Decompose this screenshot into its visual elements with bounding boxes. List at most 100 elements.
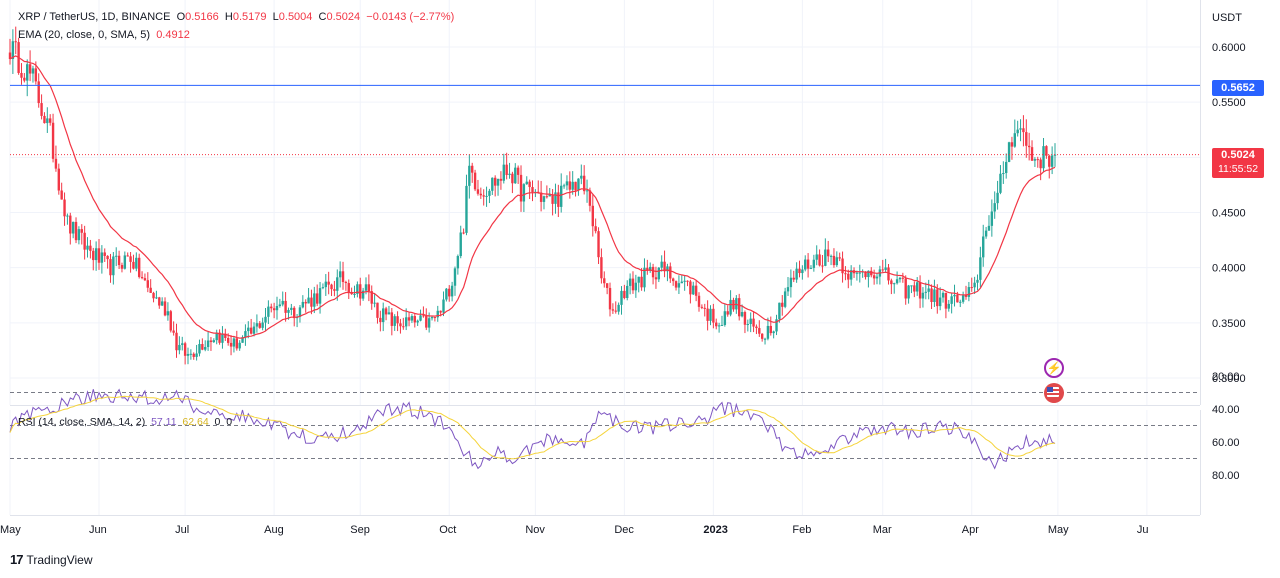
candle-body xyxy=(758,328,761,334)
ema-label: EMA (20, close, 0, SMA, 5) xyxy=(18,29,151,41)
countdown-value: 11:55:52 xyxy=(1217,163,1259,175)
candle-body xyxy=(301,301,305,308)
candle-body xyxy=(169,311,172,331)
candle-body xyxy=(895,279,899,284)
candle-body xyxy=(720,324,724,326)
time-axis-border xyxy=(10,515,1200,516)
candle-body xyxy=(930,288,933,302)
candle-body xyxy=(617,304,620,312)
time-tick-label: Mar xyxy=(873,524,892,536)
candle-body xyxy=(769,325,772,334)
candle-body xyxy=(999,173,1002,193)
candle-body xyxy=(77,229,81,241)
candle-body xyxy=(582,175,586,192)
candle-body xyxy=(313,293,316,307)
candle-body xyxy=(637,276,640,283)
candle-body xyxy=(215,332,218,341)
candle-body xyxy=(126,255,129,257)
candle-body xyxy=(907,285,910,299)
candle-body xyxy=(686,280,689,282)
candle-body xyxy=(26,64,29,81)
candle-body xyxy=(152,292,155,299)
high-value: 0.5179 xyxy=(232,11,267,23)
candle-body xyxy=(706,308,709,321)
us-flag-icon[interactable] xyxy=(1044,383,1064,403)
candle-body xyxy=(425,315,428,328)
candle-body xyxy=(448,288,451,297)
candle-body xyxy=(465,185,468,233)
candle-body xyxy=(14,41,17,43)
candle-body xyxy=(697,295,701,307)
price-tick-label: 0.5500 xyxy=(1212,97,1246,109)
candle-body xyxy=(591,205,594,227)
candle-body xyxy=(709,308,712,321)
candle-body xyxy=(626,285,629,299)
tradingview-logo[interactable]: 17 TradingView xyxy=(10,552,93,567)
candle-body xyxy=(373,302,376,304)
candle-body xyxy=(594,226,597,232)
candle-body xyxy=(163,301,167,316)
time-tick-label: May xyxy=(1048,524,1069,536)
candle-body xyxy=(657,267,661,280)
candle-body xyxy=(396,316,399,324)
candle-body xyxy=(760,333,764,339)
candle-body xyxy=(221,333,224,343)
candle-body xyxy=(993,203,996,212)
candle-body xyxy=(40,103,43,116)
candle-body xyxy=(832,255,836,266)
candle-body xyxy=(241,337,244,343)
open-value: 0.5166 xyxy=(185,11,219,23)
candle-body xyxy=(459,232,462,257)
candle-body xyxy=(987,225,991,231)
last-price-value: 0.5024 xyxy=(1221,149,1255,161)
candle-body xyxy=(238,342,241,349)
candle-body xyxy=(631,278,635,291)
candle-body xyxy=(333,289,336,291)
candle-body xyxy=(970,287,973,289)
candle-body xyxy=(959,301,962,303)
candle-body xyxy=(419,315,422,321)
candle-body xyxy=(812,259,816,268)
candle-body xyxy=(1050,155,1054,167)
candle-body xyxy=(258,323,261,328)
candle-body xyxy=(1016,129,1019,134)
candle-body xyxy=(944,292,948,309)
candle-body xyxy=(359,284,362,299)
candle-body xyxy=(485,195,488,197)
time-tick-label: 2023 xyxy=(703,524,727,536)
candle-body xyxy=(399,323,402,327)
candle-body xyxy=(870,270,873,276)
candle-body xyxy=(347,283,350,292)
ema-value: 0.4912 xyxy=(156,29,190,41)
candle-body xyxy=(143,278,147,281)
hline-price-tag[interactable]: 0.5652 xyxy=(1212,80,1264,96)
candle-body xyxy=(439,310,442,313)
candle-body xyxy=(910,285,913,287)
candle-body xyxy=(835,257,839,266)
price-tick-label: 0.3500 xyxy=(1212,318,1246,330)
candle-body xyxy=(404,317,408,327)
candle-body xyxy=(772,331,775,334)
candle-body xyxy=(344,281,348,284)
candle-body xyxy=(545,196,549,198)
close-label: C xyxy=(318,11,327,23)
candle-body xyxy=(525,181,528,185)
candle-body xyxy=(746,324,750,326)
candle-body xyxy=(666,266,669,272)
candle-body xyxy=(450,285,454,297)
candle-body xyxy=(453,268,457,286)
candle-body xyxy=(694,285,698,296)
candle-body xyxy=(48,118,52,123)
candle-body xyxy=(577,178,580,191)
candle-body xyxy=(669,266,672,279)
candle-body xyxy=(643,267,646,288)
candle-body xyxy=(471,165,474,173)
candle-body xyxy=(979,257,982,280)
candle-body xyxy=(531,187,534,193)
candle-body xyxy=(743,312,747,325)
lightning-icon[interactable]: ⚡ xyxy=(1044,358,1064,378)
candle-body xyxy=(20,72,23,78)
candle-body xyxy=(416,320,419,323)
candle-body xyxy=(172,330,175,333)
